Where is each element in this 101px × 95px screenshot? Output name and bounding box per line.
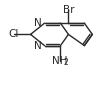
Text: N: N <box>34 41 42 51</box>
Text: Br: Br <box>63 5 74 15</box>
Text: Cl: Cl <box>8 29 19 39</box>
Text: N: N <box>34 18 42 28</box>
Text: 2: 2 <box>63 57 68 66</box>
Text: NH: NH <box>52 56 67 66</box>
